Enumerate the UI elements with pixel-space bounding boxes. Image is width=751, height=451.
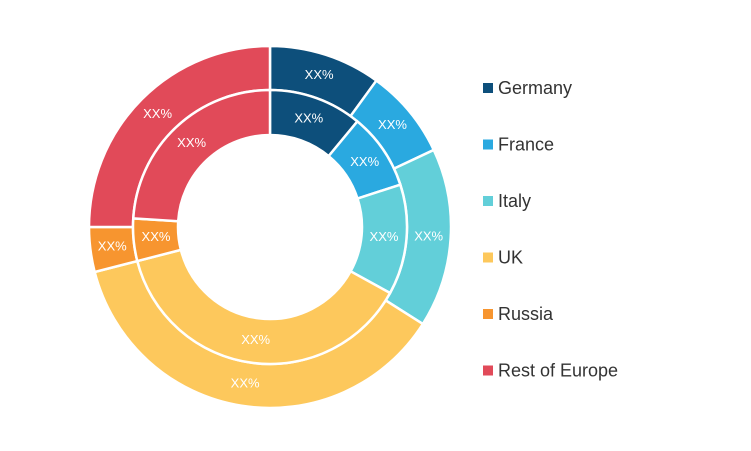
legend-label: Italy [498, 191, 531, 211]
value-label: XX% [414, 228, 443, 243]
value-label: XX% [378, 117, 407, 132]
legend-swatch [483, 365, 493, 376]
donut-segment [131, 88, 272, 223]
value-label: XX% [350, 154, 379, 169]
value-label: XX% [231, 375, 260, 390]
legend-swatch [483, 83, 493, 93]
legend-swatch [483, 252, 493, 263]
legend-label: France [498, 134, 554, 154]
legend-label: UK [498, 247, 523, 267]
legend-swatch [483, 309, 493, 319]
legend-label: Rest of Europe [498, 360, 618, 380]
value-label: XX% [305, 67, 334, 82]
value-label: XX% [294, 111, 323, 126]
legend-label: Germany [498, 78, 572, 98]
value-label: XX% [142, 229, 171, 244]
legend-label: Russia [498, 304, 554, 324]
donut-segment [135, 248, 392, 366]
legend-swatch [483, 139, 493, 150]
value-label: XX% [177, 135, 206, 150]
value-label: XX% [370, 229, 399, 244]
legend-swatch [483, 196, 493, 206]
value-label: XX% [143, 106, 172, 121]
value-label: XX% [241, 332, 270, 347]
value-label: XX% [98, 238, 127, 253]
